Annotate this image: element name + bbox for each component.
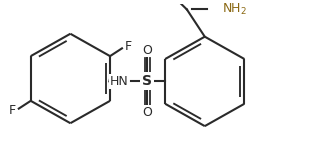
Text: O: O xyxy=(142,44,152,57)
Text: S: S xyxy=(142,74,152,88)
Text: HN: HN xyxy=(110,75,129,88)
Text: F: F xyxy=(9,104,16,117)
Text: F: F xyxy=(124,40,131,53)
Text: NH$_2$: NH$_2$ xyxy=(222,2,247,17)
Text: O: O xyxy=(142,106,152,119)
